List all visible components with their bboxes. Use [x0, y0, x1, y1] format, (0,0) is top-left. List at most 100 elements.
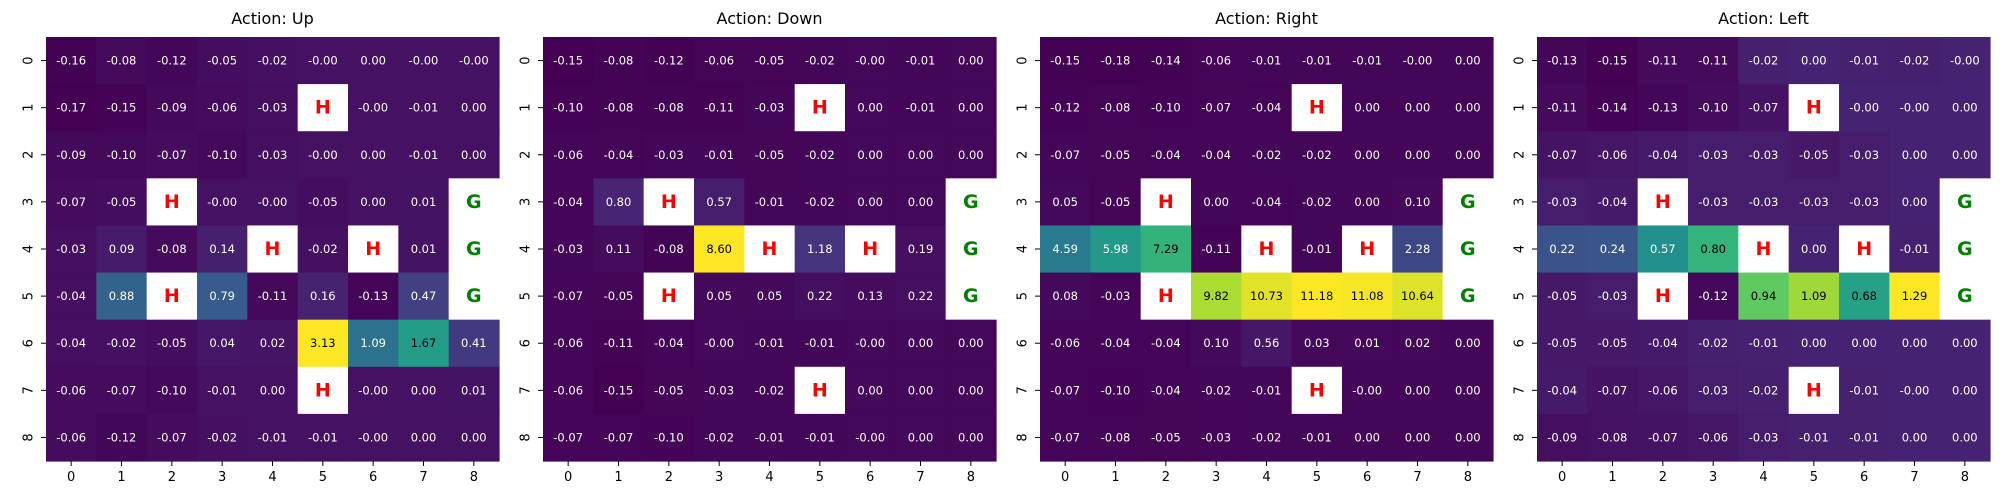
heatmap-cell	[744, 84, 796, 132]
heatmap-cell	[1889, 413, 1941, 462]
cell-value: -0.00	[358, 383, 388, 397]
heatmap-cell	[593, 319, 645, 368]
cell-value: 4.59	[1052, 242, 1078, 256]
heatmap-cell	[1191, 84, 1242, 132]
heatmap-cell	[1587, 131, 1639, 179]
heatmap-cell	[247, 319, 299, 368]
heatmap-cell	[1688, 319, 1739, 368]
heatmap-cell	[1688, 413, 1739, 462]
heatmap-cell	[348, 178, 399, 227]
heatmap-cell	[398, 272, 450, 321]
heatmap-cell	[1537, 84, 1588, 132]
heatmap-cell	[794, 84, 846, 132]
heatmap-cell	[744, 37, 796, 85]
heatmap-cell	[694, 413, 745, 462]
cell-value: -0.07	[1749, 101, 1779, 115]
heatmap-cell	[398, 84, 450, 132]
cell-value: 0.80	[606, 195, 632, 209]
hole-label: H	[164, 191, 180, 213]
hole-label: H	[315, 379, 331, 401]
heatmap-cell	[1939, 319, 1991, 368]
cell-value: -0.12	[654, 54, 684, 68]
chart-title: Action: Left	[1718, 9, 1809, 28]
x-tick-label: 4	[765, 470, 773, 485]
heatmap-cell	[348, 319, 399, 368]
cell-value: -0.06	[56, 430, 86, 444]
heatmap-cell	[845, 366, 896, 415]
heatmap-cell	[543, 178, 594, 227]
heatmap-cell	[895, 272, 947, 321]
heatmap-cell	[1939, 366, 1991, 415]
y-tick-label: 6	[1016, 339, 1031, 347]
cell-value: 10.64	[1401, 289, 1434, 303]
cell-value: 0.22	[908, 289, 934, 303]
cell-value: -0.00	[855, 54, 885, 68]
heatmap-panel-4: Action: Left -0.13 -0.15 -0.11 -0.11 -0.02 0.0…	[1513, 9, 1991, 485]
cell-value: -0.07	[553, 289, 583, 303]
heatmap-cell	[1788, 413, 1840, 462]
heatmap-cell	[1040, 413, 1091, 462]
heatmap-cell	[593, 84, 645, 132]
y-tick-label: 8	[22, 433, 37, 441]
chart-title: Action: Right	[1215, 9, 1318, 28]
x-tick-label: 0	[1558, 470, 1566, 485]
cell-value: -0.12	[107, 430, 137, 444]
heatmap-panel-3: Action: Right -0.15 -0.18 -0.14 -0.06 -0.01 -0…	[1016, 9, 1494, 485]
heatmap-cell	[744, 319, 796, 368]
cell-value: 0.94	[1751, 289, 1777, 303]
cell-value: -0.01	[1302, 430, 1332, 444]
cell-value: -0.15	[553, 54, 583, 68]
cell-value: 9.82	[1203, 289, 1229, 303]
heatmap-cell	[1688, 84, 1739, 132]
heatmap-cell	[1637, 225, 1689, 274]
goal-label: G	[1957, 238, 1973, 260]
heatmap-cell	[744, 413, 796, 462]
heatmap-cell	[1191, 366, 1242, 415]
cell-value: 0.13	[857, 289, 883, 303]
cell-value: -0.07	[56, 195, 86, 209]
heatmap-cell	[1392, 37, 1444, 85]
y-tick-label: 6	[519, 339, 534, 347]
heatmap-cell	[398, 37, 450, 85]
heatmap-cell	[448, 319, 500, 368]
cell-value: -0.04	[1252, 101, 1282, 115]
heatmap-cell	[297, 413, 349, 462]
y-tick-label: 8	[1513, 433, 1528, 441]
cell-value: -0.02	[805, 148, 835, 162]
cell-value: -0.04	[1151, 148, 1181, 162]
x-tick-label: 6	[369, 470, 377, 485]
cell-value: -0.05	[1151, 430, 1181, 444]
heatmap-cell	[1939, 178, 1991, 227]
cell-value: -0.03	[56, 242, 86, 256]
cell-value: 0.05	[1052, 195, 1078, 209]
cell-value: 0.00	[857, 195, 883, 209]
cell-value: -0.01	[258, 430, 288, 444]
y-tick-label: 8	[1016, 433, 1031, 441]
heatmap-cell	[1191, 225, 1242, 274]
y-tick-label: 6	[1513, 339, 1528, 347]
hole-label: H	[1259, 238, 1275, 260]
heatmap-cell	[1637, 131, 1689, 179]
heatmap-cell	[945, 178, 997, 227]
heatmap-cell	[247, 84, 299, 132]
heatmap-cell	[398, 131, 450, 179]
heatmap-cell	[1291, 84, 1343, 132]
goal-label: G	[1460, 238, 1476, 260]
x-tick-label: 2	[1162, 470, 1170, 485]
heatmap-cell	[845, 272, 896, 321]
heatmap-cell	[146, 131, 198, 179]
y-tick-label: 2	[22, 151, 37, 159]
cell-value: -0.01	[755, 336, 785, 350]
cell-value: -0.01	[704, 148, 734, 162]
cell-value: -0.12	[1698, 289, 1728, 303]
heatmap-cell	[643, 225, 695, 274]
cell-value: -0.03	[704, 383, 734, 397]
x-tick-label: 1	[1111, 470, 1119, 485]
cell-value: -0.07	[1547, 148, 1577, 162]
heatmap-cell	[448, 84, 500, 132]
cell-value: -0.01	[1252, 383, 1282, 397]
heatmap-cell	[297, 319, 349, 368]
heatmap-cell	[247, 413, 299, 462]
heatmap-cell	[1191, 37, 1242, 85]
heatmap-cell	[1839, 413, 1890, 462]
